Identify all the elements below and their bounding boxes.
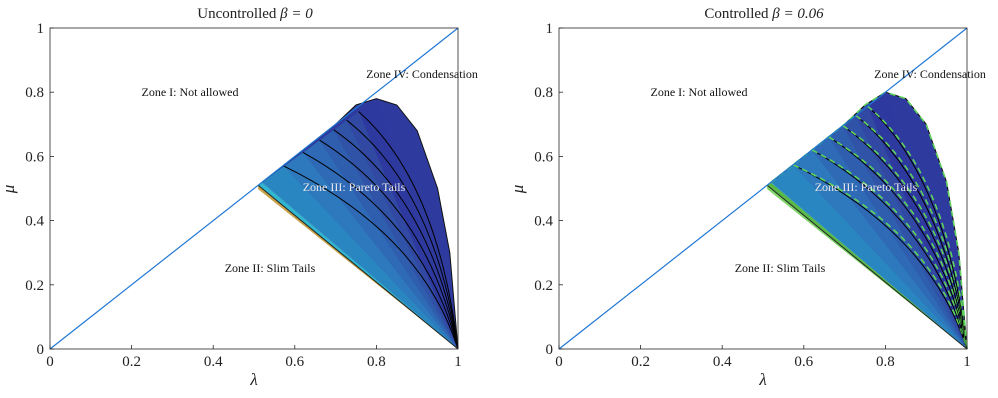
edge-band xyxy=(767,182,967,349)
y-tick-label: 0.8 xyxy=(25,85,44,101)
pareto-band xyxy=(358,98,458,349)
slim-tail-edge xyxy=(257,184,459,350)
y-tick-label: 1 xyxy=(546,21,554,37)
zone-4-label: Zone IV: Condensation xyxy=(874,67,986,81)
y-tick-label: 0 xyxy=(37,342,45,358)
contour-line xyxy=(811,149,968,350)
zone-3-label: Zone III: Pareto Tails xyxy=(303,180,406,194)
pareto-band xyxy=(769,164,967,349)
x-tick-label: 0.8 xyxy=(367,354,386,370)
slim-tail-edge xyxy=(766,184,968,350)
contour-line xyxy=(867,105,968,350)
y-tick-label: 0.4 xyxy=(25,214,44,230)
axes-box xyxy=(49,27,459,350)
panel-title: Uncontrolled β = 0 xyxy=(197,6,313,22)
x-tick-label: 1 xyxy=(963,354,971,370)
zone-1-label: Zone I: Not allowed xyxy=(142,85,239,99)
plot-area xyxy=(49,27,459,350)
x-tick-label: 0.4 xyxy=(713,354,732,370)
x-tick-label: 0.6 xyxy=(794,354,813,370)
x-tick-label: 0 xyxy=(46,354,54,370)
axes-box xyxy=(558,27,968,350)
pareto-band xyxy=(284,152,458,349)
contour-line xyxy=(358,111,459,350)
controlled-contour-line xyxy=(792,164,968,350)
contour-line xyxy=(842,125,968,350)
x-tick-label: 0 xyxy=(555,354,563,370)
x-tick-label: 0.6 xyxy=(285,354,304,370)
x-tick-label: 0.8 xyxy=(876,354,895,370)
y-tick-label: 0.8 xyxy=(534,85,553,101)
contour-line xyxy=(302,151,459,350)
y-tick-label: 0.4 xyxy=(534,214,553,230)
x-tick-label: 0.4 xyxy=(204,354,223,370)
pareto-band xyxy=(303,140,458,349)
x-tick-label: 1 xyxy=(454,354,462,370)
diagonal-line xyxy=(558,27,968,350)
contour-line xyxy=(319,139,459,350)
pareto-band xyxy=(260,166,458,349)
panel-title: Controlled β = 0.06 xyxy=(704,6,824,22)
contour-line xyxy=(283,165,459,350)
zone-2-label: Zone II: Slim Tails xyxy=(735,261,826,275)
y-axis-label: μ xyxy=(508,185,527,195)
x-axis-label: λ xyxy=(758,370,766,389)
contour-line xyxy=(333,129,459,350)
y-tick-label: 1 xyxy=(37,21,45,37)
y-axis-label: μ xyxy=(0,185,18,195)
x-tick-label: 0.2 xyxy=(122,354,141,370)
zone-3-label: Zone III: Pareto Tails xyxy=(815,180,918,194)
contour-line xyxy=(346,119,459,350)
zone-2-label: Zone II: Slim Tails xyxy=(225,261,316,275)
tick-labels: 0 0.2 0.4 0.6 0.8 1 0 0.2 0.4 0.6 0.8 1 xyxy=(534,21,971,370)
y-tick-label: 0.6 xyxy=(25,149,44,165)
pareto-band xyxy=(319,129,458,349)
y-tick-label: 0 xyxy=(546,342,554,358)
zone-4-label: Zone IV: Condensation xyxy=(366,67,478,81)
x-tick-label: 0.2 xyxy=(631,354,650,370)
panel-controlled: Controlled β = 0.06 0 0.2 0.4 0.6 0.8 1 0 0.2 0.… xyxy=(508,6,986,389)
y-tick-label: 0.2 xyxy=(25,278,44,294)
edge-band xyxy=(258,182,458,349)
pareto-band xyxy=(333,120,458,349)
tick-labels: 0 0.2 0.4 0.6 0.8 1 0 0.2 0.4 0.6 0.8 1 xyxy=(25,21,462,370)
contour-line xyxy=(828,136,968,350)
zone-1-label: Zone I: Not allowed xyxy=(651,85,748,99)
contour-line xyxy=(792,164,968,350)
panel-uncontrolled: Uncontrolled β = 0 0 0.2 0.4 0.6 0.8 1 0 0.2 0.4… xyxy=(0,6,478,389)
pareto-band xyxy=(793,149,967,349)
plot-area xyxy=(558,27,968,350)
diagonal-line xyxy=(49,27,459,350)
pareto-band xyxy=(842,115,967,349)
contour-line xyxy=(855,115,968,350)
controlled-contour-line xyxy=(811,149,968,350)
x-axis-label: λ xyxy=(249,370,257,389)
y-tick-label: 0.2 xyxy=(534,278,553,294)
y-tick-label: 0.6 xyxy=(534,149,553,165)
pareto-band xyxy=(812,136,967,349)
